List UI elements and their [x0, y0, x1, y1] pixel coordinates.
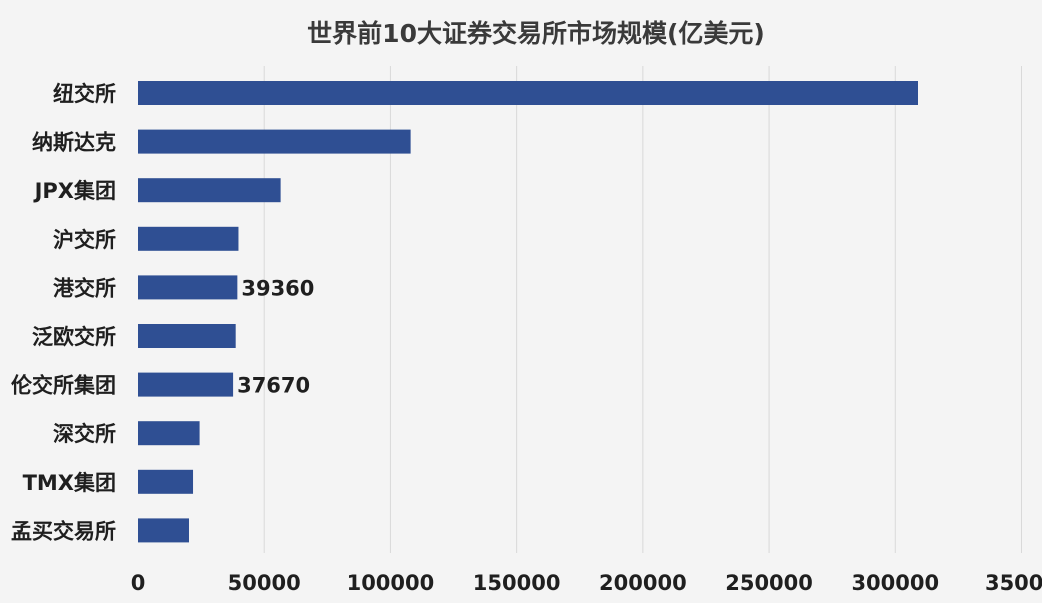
x-tick-label: 50000	[228, 571, 301, 595]
category-label: JPX集团	[33, 179, 116, 203]
x-tick-label: 0	[131, 571, 146, 595]
data-labels: 39360 37670	[237, 276, 314, 397]
bar	[138, 469, 194, 494]
bar	[138, 178, 281, 203]
category-label: 深交所	[53, 422, 116, 446]
category-label: 泛欧交所	[32, 325, 116, 349]
x-axis-tick-labels: 0 50000 100000 150000 200000 250000 300000 3500…	[131, 571, 1042, 595]
bar	[138, 372, 234, 397]
x-tick-label: 150000	[473, 571, 561, 595]
x-tick-label: 250000	[725, 571, 813, 595]
category-label: 纽交所	[53, 82, 116, 106]
category-label: 纳斯达克	[32, 131, 116, 155]
x-tick-label: 200000	[599, 571, 687, 595]
x-tick-label: 100000	[347, 571, 435, 595]
bar	[138, 129, 411, 154]
bar	[138, 275, 238, 300]
x-tick-label: 300000	[851, 571, 939, 595]
category-label: 港交所	[53, 276, 116, 300]
bars	[138, 81, 918, 543]
category-label: 沪交所	[53, 228, 116, 252]
data-label: 39360	[241, 276, 314, 300]
bar	[138, 324, 236, 348]
category-label: TMX集团	[23, 471, 116, 495]
x-tick-label: 35000	[985, 571, 1042, 595]
bar	[138, 81, 918, 105]
bar	[138, 421, 200, 446]
category-label: 伦交所集团	[11, 374, 116, 398]
bar	[138, 518, 189, 543]
data-label: 37670	[237, 374, 310, 398]
category-label: 孟买交易所	[11, 519, 116, 543]
bar	[138, 226, 239, 251]
chart-title: 世界前10大证券交易所市场规模(亿美元)	[307, 19, 765, 48]
